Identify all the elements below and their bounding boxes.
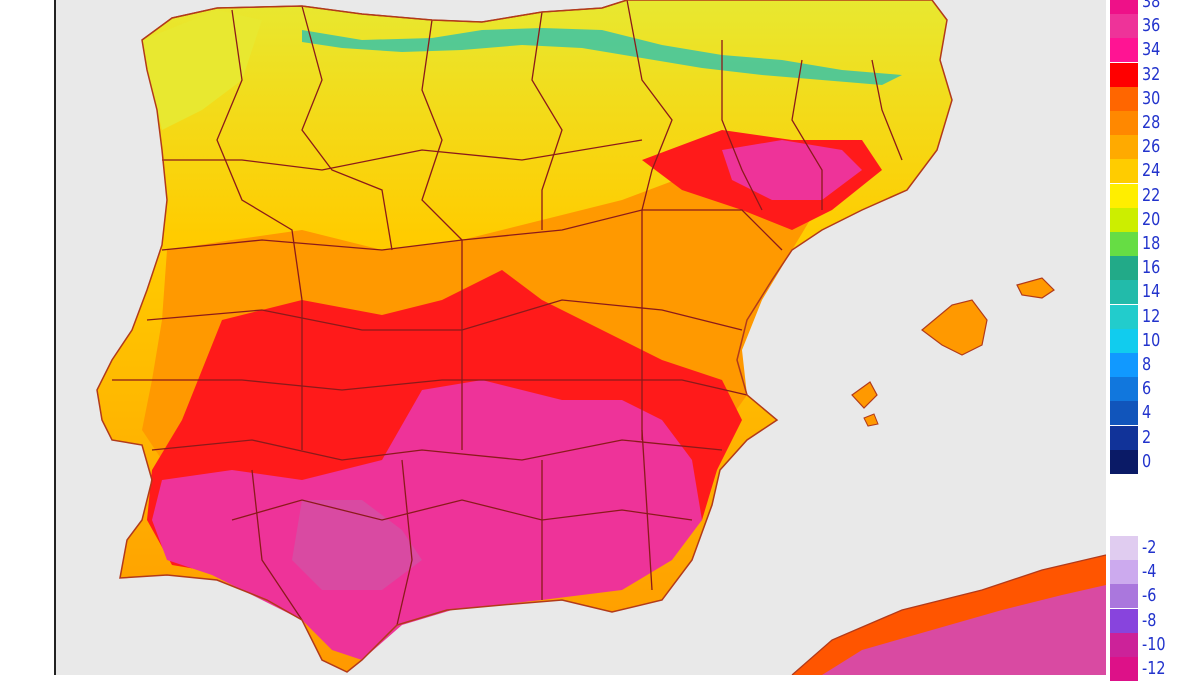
legend-swatch — [1110, 536, 1138, 560]
legend-swatch — [1110, 0, 1138, 14]
temperature-map — [54, 0, 1108, 675]
legend-swatch — [1110, 14, 1138, 39]
north-africa-coastline — [791, 554, 1106, 675]
pyrenees-cool-zone — [302, 28, 902, 85]
legend-entry: 14 — [1110, 280, 1196, 305]
legend-label: -12 — [1142, 658, 1166, 679]
legend-entry: 18 — [1110, 232, 1196, 256]
legend-swatch — [1110, 256, 1138, 281]
legend-label: 16 — [1142, 257, 1161, 279]
legend-entry: 16 — [1110, 256, 1196, 281]
legend-swatch — [1110, 304, 1138, 329]
legend-entry: -6 — [1110, 584, 1196, 609]
legend-swatch — [1110, 62, 1138, 87]
legend-swatch — [1110, 353, 1138, 377]
mallorca-island — [921, 299, 988, 356]
legend-swatch — [1110, 135, 1138, 160]
legend-label: -2 — [1142, 537, 1157, 558]
legend-swatch — [1110, 38, 1138, 63]
legend-swatch — [1110, 425, 1138, 450]
legend-swatch — [1110, 449, 1138, 474]
legend-entry: 38 — [1110, 0, 1196, 14]
province-borders — [112, 0, 903, 626]
legend-entry: 6 — [1110, 377, 1196, 402]
legend-entry: -10 — [1110, 632, 1196, 657]
legend-label: 18 — [1142, 233, 1161, 254]
legend-swatch — [1110, 183, 1138, 208]
legend-swatch — [1110, 377, 1138, 402]
legend-label: 32 — [1142, 63, 1161, 85]
legend-entry: -8 — [1110, 608, 1196, 633]
ibiza-island — [851, 381, 878, 409]
legend-entry: 2 — [1110, 425, 1196, 450]
south-max-zone — [152, 380, 702, 660]
legend-label: 10 — [1142, 329, 1161, 351]
legend-entry: 28 — [1110, 111, 1196, 135]
legend-entry: 10 — [1110, 328, 1196, 353]
legend-label: -4 — [1142, 561, 1157, 583]
legend-swatch — [1110, 657, 1138, 681]
legend-label: 22 — [1142, 184, 1161, 206]
legend-swatch — [1110, 159, 1138, 184]
legend-label: 38 — [1142, 0, 1161, 12]
legend-swatch — [1110, 232, 1138, 256]
legend-entry: 34 — [1110, 38, 1196, 63]
legend-entry: -2 — [1110, 536, 1196, 560]
legend-entry: 22 — [1110, 183, 1196, 208]
legend-swatch — [1110, 280, 1138, 305]
formentera-island — [863, 413, 879, 427]
legend-label: 26 — [1142, 136, 1161, 158]
legend-label: 20 — [1142, 208, 1161, 230]
legend-label: 6 — [1142, 378, 1152, 400]
legend-label: 0 — [1142, 450, 1152, 472]
legend-label: -6 — [1142, 585, 1157, 607]
menorca-island — [1016, 277, 1055, 299]
legend-label: 36 — [1142, 15, 1161, 37]
legend-entry: 24 — [1110, 159, 1196, 184]
north-africa-hot-zone — [822, 585, 1106, 675]
interior-south-peaks — [292, 500, 422, 590]
legend-label: 34 — [1142, 39, 1161, 61]
legend-label: -10 — [1142, 633, 1166, 655]
legend-swatch — [1110, 207, 1138, 232]
legend-label: 28 — [1142, 112, 1161, 133]
legend-label: 30 — [1142, 87, 1161, 109]
legend-swatch — [1110, 632, 1138, 657]
legend-entry: -12 — [1110, 657, 1196, 681]
legend-swatch — [1110, 111, 1138, 135]
legend-swatch — [1110, 86, 1138, 111]
legend-label: 12 — [1142, 305, 1161, 327]
legend-entry: 20 — [1110, 207, 1196, 232]
legend-entry: -4 — [1110, 560, 1196, 585]
legend-swatch — [1110, 401, 1138, 426]
legend-entry: 26 — [1110, 135, 1196, 160]
map-canvas — [96, 0, 1106, 675]
legend-entry: 0 — [1110, 449, 1196, 474]
legend-label: 14 — [1142, 281, 1161, 303]
legend-entry: 32 — [1110, 62, 1196, 87]
legend-swatch — [1110, 328, 1138, 353]
legend-swatch — [1110, 560, 1138, 585]
legend-swatch — [1110, 608, 1138, 633]
galicia-mild-zone — [142, 10, 262, 130]
ebro-valley-max-zone — [722, 140, 862, 200]
temperature-legend: 38 36 34 32 30 28 26 24 22 20 18 16 14 12 10 8 6 4 2 0 -2 -4-… — [1106, 0, 1200, 681]
legend-entry: 4 — [1110, 401, 1196, 426]
legend-swatch — [1110, 584, 1138, 609]
legend-label: -8 — [1142, 609, 1157, 631]
legend-label: 24 — [1142, 160, 1161, 182]
legend-label: 4 — [1142, 402, 1152, 424]
legend-entry: 12 — [1110, 304, 1196, 329]
peninsula-coastline — [96, 0, 953, 673]
legend-label: 8 — [1142, 354, 1152, 375]
legend-entry: 8 — [1110, 353, 1196, 377]
legend-entry: 30 — [1110, 86, 1196, 111]
legend-label: 2 — [1142, 426, 1152, 448]
legend-entry: 36 — [1110, 14, 1196, 39]
